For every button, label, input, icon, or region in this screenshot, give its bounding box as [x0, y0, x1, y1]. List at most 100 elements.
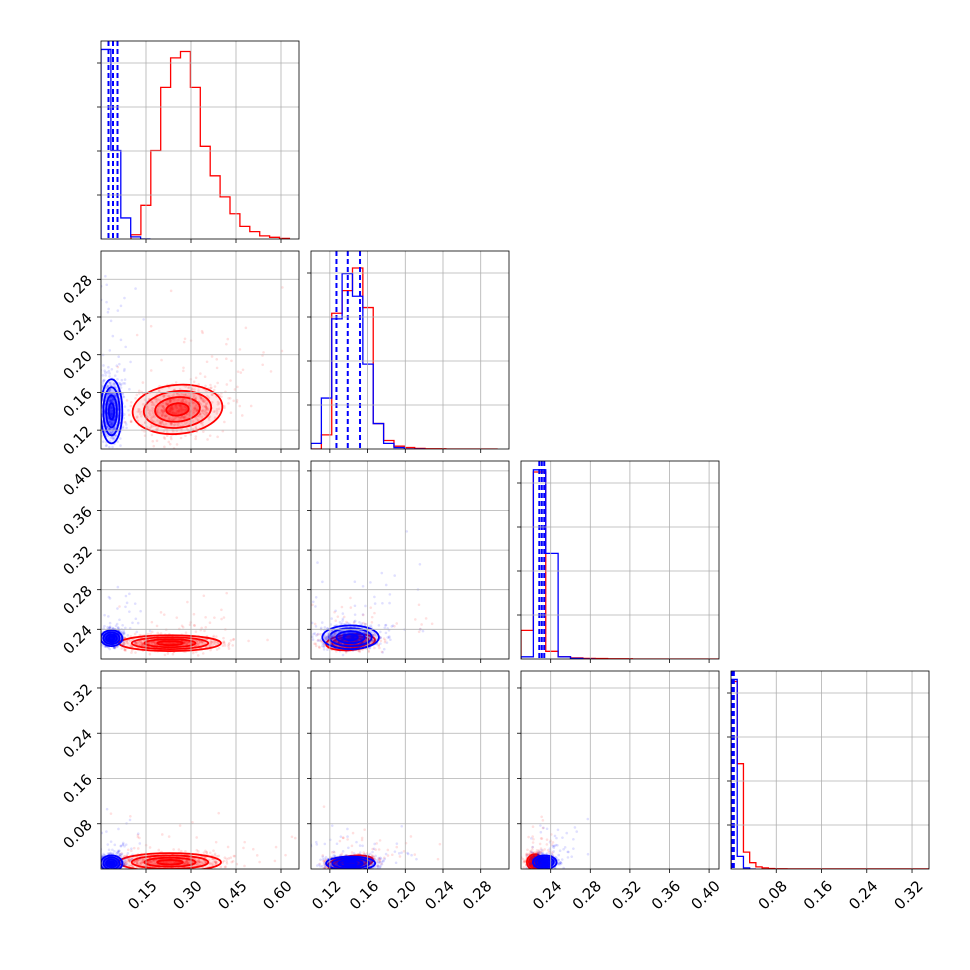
- scatter-point: [168, 399, 172, 403]
- scatter-point: [195, 848, 199, 852]
- scatter-point: [110, 412, 113, 416]
- scatter-point: [129, 639, 132, 643]
- scatter-point: [193, 406, 197, 410]
- scatter-point: [130, 400, 133, 404]
- scatter-point: [88, 859, 91, 862]
- scatter-point: [184, 631, 188, 634]
- scatter-point: [209, 648, 212, 652]
- scatter-point: [141, 381, 145, 384]
- scatter-point: [205, 406, 208, 410]
- scatter-point: [150, 862, 154, 865]
- scatter-point: [131, 621, 134, 625]
- scatter-point: [113, 436, 116, 440]
- scatter-point: [212, 634, 216, 638]
- scatter-point: [106, 872, 109, 875]
- scatter-point: [128, 610, 131, 613]
- scatter-point: [162, 409, 166, 413]
- scatter-point: [255, 854, 259, 857]
- scatter-point: [109, 392, 113, 395]
- scatter-point: [150, 400, 154, 404]
- scatter-point: [178, 416, 182, 420]
- scatter-point: [123, 858, 127, 862]
- scatter-point: [193, 401, 196, 404]
- scatter-point: [120, 852, 124, 856]
- scatter-point: [205, 411, 209, 415]
- scatter-point: [215, 407, 219, 411]
- scatter-point: [111, 398, 115, 401]
- scatter-point: [138, 392, 141, 395]
- scatter-point: [149, 860, 152, 863]
- scatter-point: [104, 386, 108, 389]
- scatter-point: [185, 642, 189, 646]
- scatter-point: [108, 349, 112, 352]
- scatter-point: [199, 372, 202, 375]
- scatter-point: [109, 319, 113, 323]
- scatter-point: [184, 422, 187, 425]
- scatter-point: [208, 621, 212, 624]
- scatter-point: [94, 614, 97, 617]
- scatter-point: [127, 864, 131, 867]
- scatter-point: [201, 861, 205, 865]
- scatter-point: [231, 859, 235, 863]
- scatter-point: [215, 860, 218, 864]
- scatter-point: [93, 375, 96, 378]
- scatter-point: [162, 423, 166, 427]
- scatter-point: [108, 399, 111, 403]
- scatter-point: [184, 409, 187, 412]
- scatter-point: [169, 406, 173, 410]
- scatter-point: [417, 603, 421, 607]
- scatter-point: [160, 833, 164, 836]
- scatter-point: [201, 331, 204, 335]
- scatter-point: [161, 410, 165, 414]
- scatter-point: [150, 403, 154, 407]
- scatter-point: [205, 402, 208, 406]
- y-tick-label: 0.24: [59, 621, 95, 657]
- scatter-point: [201, 397, 204, 401]
- scatter-point: [182, 369, 185, 373]
- scatter-point: [87, 611, 90, 614]
- scatter-point: [101, 855, 104, 858]
- scatter-point: [110, 406, 114, 410]
- scatter-point: [188, 401, 192, 404]
- scatter-point: [226, 337, 230, 341]
- scatter-point: [184, 392, 188, 396]
- scatter-point: [159, 422, 163, 426]
- scatter-point: [196, 873, 199, 876]
- x-tick-label: 0.60: [259, 877, 295, 913]
- scatter-point: [135, 393, 139, 397]
- scatter-point: [179, 405, 183, 408]
- scatter-point: [163, 407, 166, 410]
- scatter-point: [115, 370, 119, 373]
- scatter-point: [152, 859, 155, 862]
- scatter-point: [125, 601, 129, 605]
- scatter-point: [119, 444, 122, 447]
- scatter-point: [153, 643, 157, 646]
- scatter-point: [101, 869, 104, 872]
- scatter-point: [102, 854, 106, 857]
- scatter-point: [125, 639, 129, 643]
- scatter-point: [345, 620, 348, 624]
- scatter-point: [120, 383, 123, 386]
- scatter-point: [201, 652, 205, 655]
- scatter-point: [128, 859, 131, 863]
- scatter-point: [116, 309, 120, 312]
- scatter-point: [223, 642, 226, 645]
- scatter-point: [138, 640, 142, 643]
- scatter-point: [111, 445, 114, 449]
- scatter-point: [241, 368, 245, 372]
- scatter-panel-0-2: 0.240.280.320.360.40: [59, 460, 300, 663]
- scatter-point: [122, 629, 126, 632]
- scatter-point: [182, 408, 186, 412]
- scatter-point: [228, 642, 231, 645]
- scatter-point: [221, 861, 225, 864]
- scatter-point: [178, 405, 182, 408]
- scatter-point: [377, 643, 381, 647]
- scatter-point: [420, 623, 423, 626]
- scatter-point: [316, 633, 319, 636]
- scatter-point: [168, 400, 172, 404]
- scatter-point: [136, 832, 140, 836]
- scatter-point: [174, 641, 178, 645]
- scatter-point: [109, 398, 113, 401]
- scatter-point: [227, 647, 231, 650]
- scatter-point: [168, 399, 172, 402]
